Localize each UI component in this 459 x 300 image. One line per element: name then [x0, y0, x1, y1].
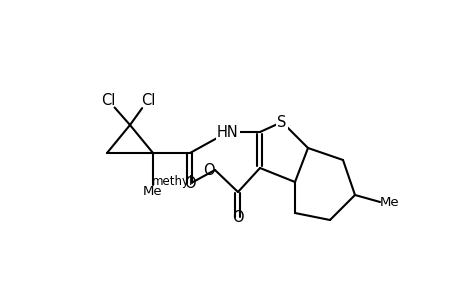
Text: O: O [203, 163, 214, 178]
Text: Cl: Cl [101, 92, 115, 107]
Text: S: S [277, 115, 286, 130]
Text: O: O [184, 176, 196, 190]
Text: HN: HN [217, 124, 238, 140]
Text: Me: Me [379, 196, 399, 208]
Text: O: O [232, 211, 243, 226]
Text: methyl: methyl [151, 176, 193, 188]
Text: Cl: Cl [140, 92, 155, 107]
Text: Me: Me [143, 185, 162, 198]
